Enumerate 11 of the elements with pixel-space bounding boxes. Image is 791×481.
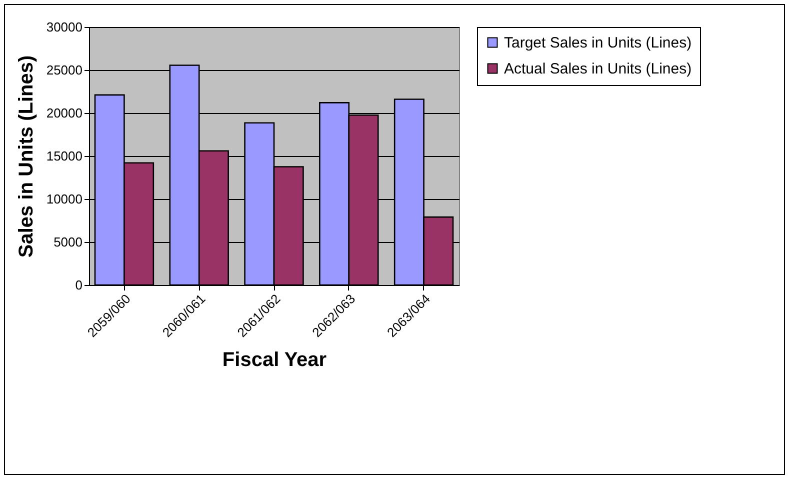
y-tick-label: 25000	[46, 62, 82, 78]
legend-label: Actual Sales in Units (Lines)	[504, 60, 692, 78]
y-tick-label: 5000	[54, 234, 82, 250]
y-tick-label: 15000	[46, 148, 82, 164]
y-tick-label: 10000	[46, 192, 82, 206]
x-axis-title: Fiscal Year	[222, 349, 327, 372]
y-axis-title: Sales in Units (Lines)	[15, 55, 38, 258]
y-tick-label: 20000	[46, 106, 82, 120]
y-tick-label: 30000	[46, 20, 82, 34]
legend-label: Target Sales in Units (Lines)	[504, 34, 692, 52]
y-tick-label: 0	[75, 278, 82, 292]
